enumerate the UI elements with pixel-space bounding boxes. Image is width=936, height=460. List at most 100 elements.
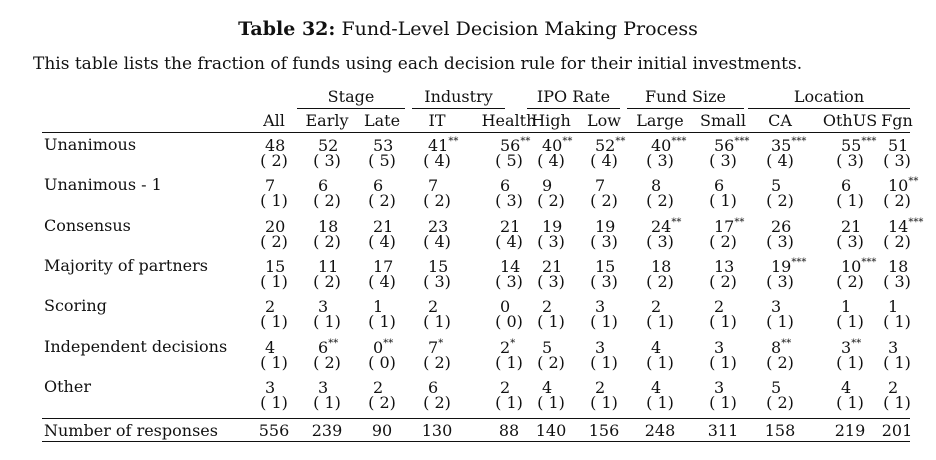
estimate-value: 2 <box>373 377 384 397</box>
standard-error-value: 0 <box>506 312 517 332</box>
standard-error-value: 1 <box>720 352 731 372</box>
estimate-cell: 40*** <box>651 137 686 155</box>
standard-error-value: 3 <box>548 271 559 291</box>
standard-error-cell: ( 2) <box>313 352 341 372</box>
standard-error-value: 2 <box>434 352 445 372</box>
standard-error-cell: ( 2) <box>590 191 618 211</box>
standard-error-value: 2 <box>777 191 788 211</box>
standard-error-value: 4 <box>434 151 445 170</box>
estimate-value: 3 <box>771 297 782 317</box>
significance-stars: *** <box>734 136 750 147</box>
standard-error-cell: ( 2) <box>260 151 288 170</box>
estimate-value: 6 <box>500 176 511 196</box>
estimate-cell: 15 <box>595 257 615 276</box>
estimate-cell: 6 <box>714 177 724 195</box>
standard-error-value: 1 <box>548 392 559 412</box>
estimate-cell: 3 <box>714 377 725 397</box>
estimate-cell: 6 <box>428 378 438 397</box>
standard-error-cell: ( 3) <box>709 151 737 170</box>
estimate-value: 51 <box>888 136 909 155</box>
estimate-value: 55 <box>841 136 862 155</box>
estimate-value: 11 <box>318 256 339 276</box>
response-count-cell: 88 <box>498 421 520 440</box>
standard-error-cell: ( 4) <box>423 231 451 251</box>
estimate-cell: 10*** <box>841 257 876 276</box>
significance-stars: ** <box>781 337 792 349</box>
standard-error-value: 2 <box>324 352 335 372</box>
standard-error-value: 3 <box>657 231 668 251</box>
standard-error-cell: ( 1) <box>260 191 288 211</box>
significance-stars: ** <box>671 216 682 228</box>
estimate-value: 24 <box>651 216 672 236</box>
group-underline <box>748 108 910 109</box>
standard-error-cell: ( 1) <box>495 352 523 372</box>
estimate-cell: 3 <box>595 338 605 357</box>
estimate-cell: 26 <box>771 217 791 236</box>
standard-error-cell: ( 1) <box>646 392 674 412</box>
standard-error-cell: ( 1) <box>260 392 288 412</box>
standard-error-cell: ( 3) <box>836 151 864 170</box>
estimate-value: 1 <box>888 297 899 317</box>
significance-stars: ** <box>908 176 919 188</box>
standard-error-value: 1 <box>271 191 282 211</box>
response-count-cell: 556 <box>258 421 290 440</box>
standard-error-cell: ( 1) <box>883 312 911 332</box>
standard-error-cell: ( 2) <box>423 352 451 372</box>
standard-error-value: 3 <box>894 151 905 170</box>
standard-error-value: 1 <box>271 392 282 412</box>
column-header: IT <box>428 111 446 130</box>
standard-error-cell: ( 2) <box>883 231 911 251</box>
significance-stars: ** <box>520 136 531 147</box>
table-title-text: Fund-Level Decision Making Process <box>341 18 698 40</box>
estimate-cell: 6 <box>318 177 328 195</box>
estimate-value: 1 <box>841 297 852 317</box>
estimate-cell: 6** <box>318 338 338 357</box>
standard-error-cell: ( 2) <box>313 191 341 211</box>
estimate-cell: 48 <box>265 137 285 155</box>
table-number: Table 32: <box>238 18 336 40</box>
estimate-value: 9 <box>542 176 553 196</box>
standard-error-value: 2 <box>720 271 731 291</box>
row-label: Majority of partners <box>44 255 208 275</box>
standard-error-value: 2 <box>894 231 905 251</box>
estimate-cell: 9 <box>542 177 552 195</box>
standard-error-value: 3 <box>601 231 612 251</box>
estimate-cell: 2 <box>595 377 606 397</box>
estimate-value: 4 <box>265 337 276 357</box>
estimate-value: 18 <box>651 256 672 276</box>
estimate-cell: 4 <box>542 378 552 397</box>
row-label: Consensus <box>44 215 131 235</box>
standard-error-cell: ( 2) <box>423 392 451 412</box>
estimate-value: 3 <box>265 377 276 397</box>
standard-error-cell: ( 1) <box>836 312 864 332</box>
standard-error-cell: ( 3) <box>646 231 674 251</box>
group-header: Industry <box>424 87 493 106</box>
estimate-cell: 6 <box>500 177 510 195</box>
standard-error-value: 2 <box>271 151 282 170</box>
estimate-cell: 17 <box>373 257 393 276</box>
estimate-cell: 15 <box>265 257 285 276</box>
standard-error-value: 2 <box>720 231 731 251</box>
estimate-cell: 35*** <box>771 137 806 155</box>
standard-error-value: 4 <box>548 151 559 170</box>
standard-error-value: 1 <box>847 352 858 372</box>
standard-error-value: 2 <box>657 271 668 291</box>
estimate-value: 2 <box>595 377 606 397</box>
standard-error-cell: ( 1) <box>313 312 341 332</box>
estimate-cell: 17** <box>714 217 744 236</box>
estimate-value: 19 <box>595 216 616 236</box>
estimate-cell: 2 <box>542 298 552 316</box>
estimate-value: 56 <box>714 136 735 155</box>
estimate-cell: 4 <box>651 378 661 397</box>
estimate-value: 3 <box>714 377 725 397</box>
table-title: Table 32: Fund-Level Decision Making Pro… <box>0 18 936 40</box>
group-header: Stage <box>327 87 375 106</box>
estimate-value: 21 <box>373 216 394 236</box>
estimate-value: 4 <box>651 337 662 357</box>
significance-stars: ** <box>448 136 459 147</box>
standard-error-value: 2 <box>847 271 858 291</box>
standard-error-cell: ( 2) <box>766 191 794 211</box>
standard-error-value: 2 <box>777 392 788 412</box>
estimate-cell: 2 <box>265 298 275 316</box>
estimate-value: 7 <box>265 176 276 196</box>
